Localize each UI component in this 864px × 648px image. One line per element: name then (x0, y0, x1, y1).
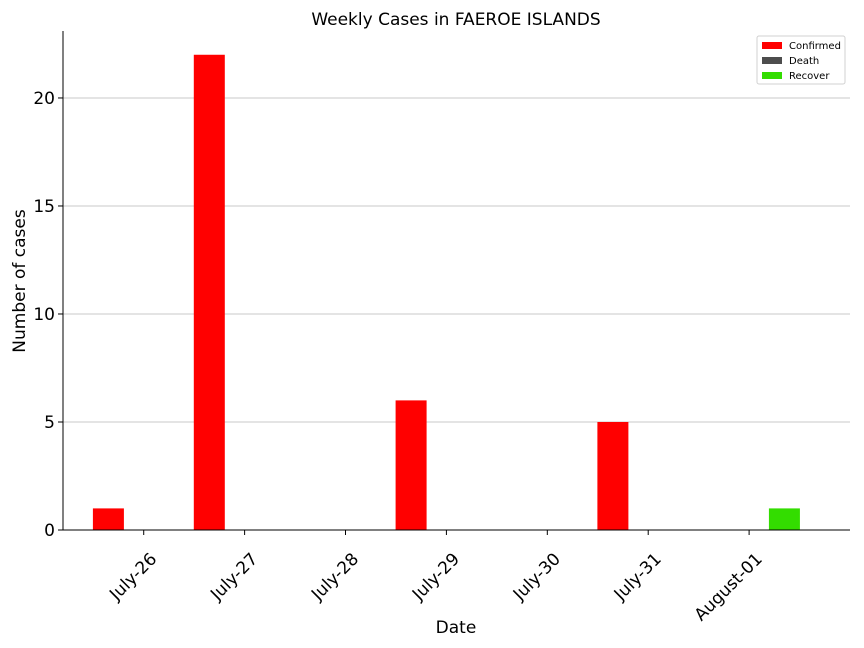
legend-label-death: Death (789, 56, 819, 67)
legend-label-confirmed: Confirmed (789, 41, 841, 52)
x-tick-label: July-28 (307, 549, 363, 605)
x-axis-ticks: July-26 July-27 July-28 July-29 July-30 July-… (105, 530, 767, 625)
bars (92, 54, 800, 531)
bar-confirmed-july-27 (193, 54, 225, 531)
legend-swatch-death (762, 57, 782, 64)
y-axis-label: Number of cases (10, 209, 30, 353)
y-tick-label: 0 (44, 521, 55, 541)
bar-recover-august-01 (768, 508, 800, 530)
y-tick-label: 20 (33, 89, 55, 109)
x-tick-label: July-29 (408, 549, 464, 605)
axes (62, 31, 850, 531)
x-tick-label: August-01 (691, 549, 767, 625)
bar-confirmed-july-29 (395, 400, 427, 530)
y-tick-label: 15 (33, 197, 55, 217)
legend-label-recover: Recover (789, 71, 830, 82)
y-tick-label: 5 (44, 413, 55, 433)
y-tick-label: 10 (33, 305, 55, 325)
x-tick-label: July-27 (206, 549, 262, 605)
chart-title: Weekly Cases in FAEROE ISLANDS (311, 10, 600, 30)
x-tick-label: July-30 (509, 549, 565, 605)
legend: Confirmed Death Recover (756, 35, 846, 85)
x-axis-label: Date (436, 618, 477, 638)
legend-swatch-confirmed (762, 42, 782, 49)
x-tick-label: July-26 (105, 549, 161, 605)
x-tick-label: July-31 (610, 549, 666, 605)
gridlines (63, 97, 850, 423)
y-axis-ticks: 0 5 10 15 20 (33, 89, 63, 541)
bar-confirmed-july-31 (597, 421, 629, 530)
legend-swatch-recover (762, 72, 782, 79)
bar-confirmed-july-26 (92, 508, 124, 530)
